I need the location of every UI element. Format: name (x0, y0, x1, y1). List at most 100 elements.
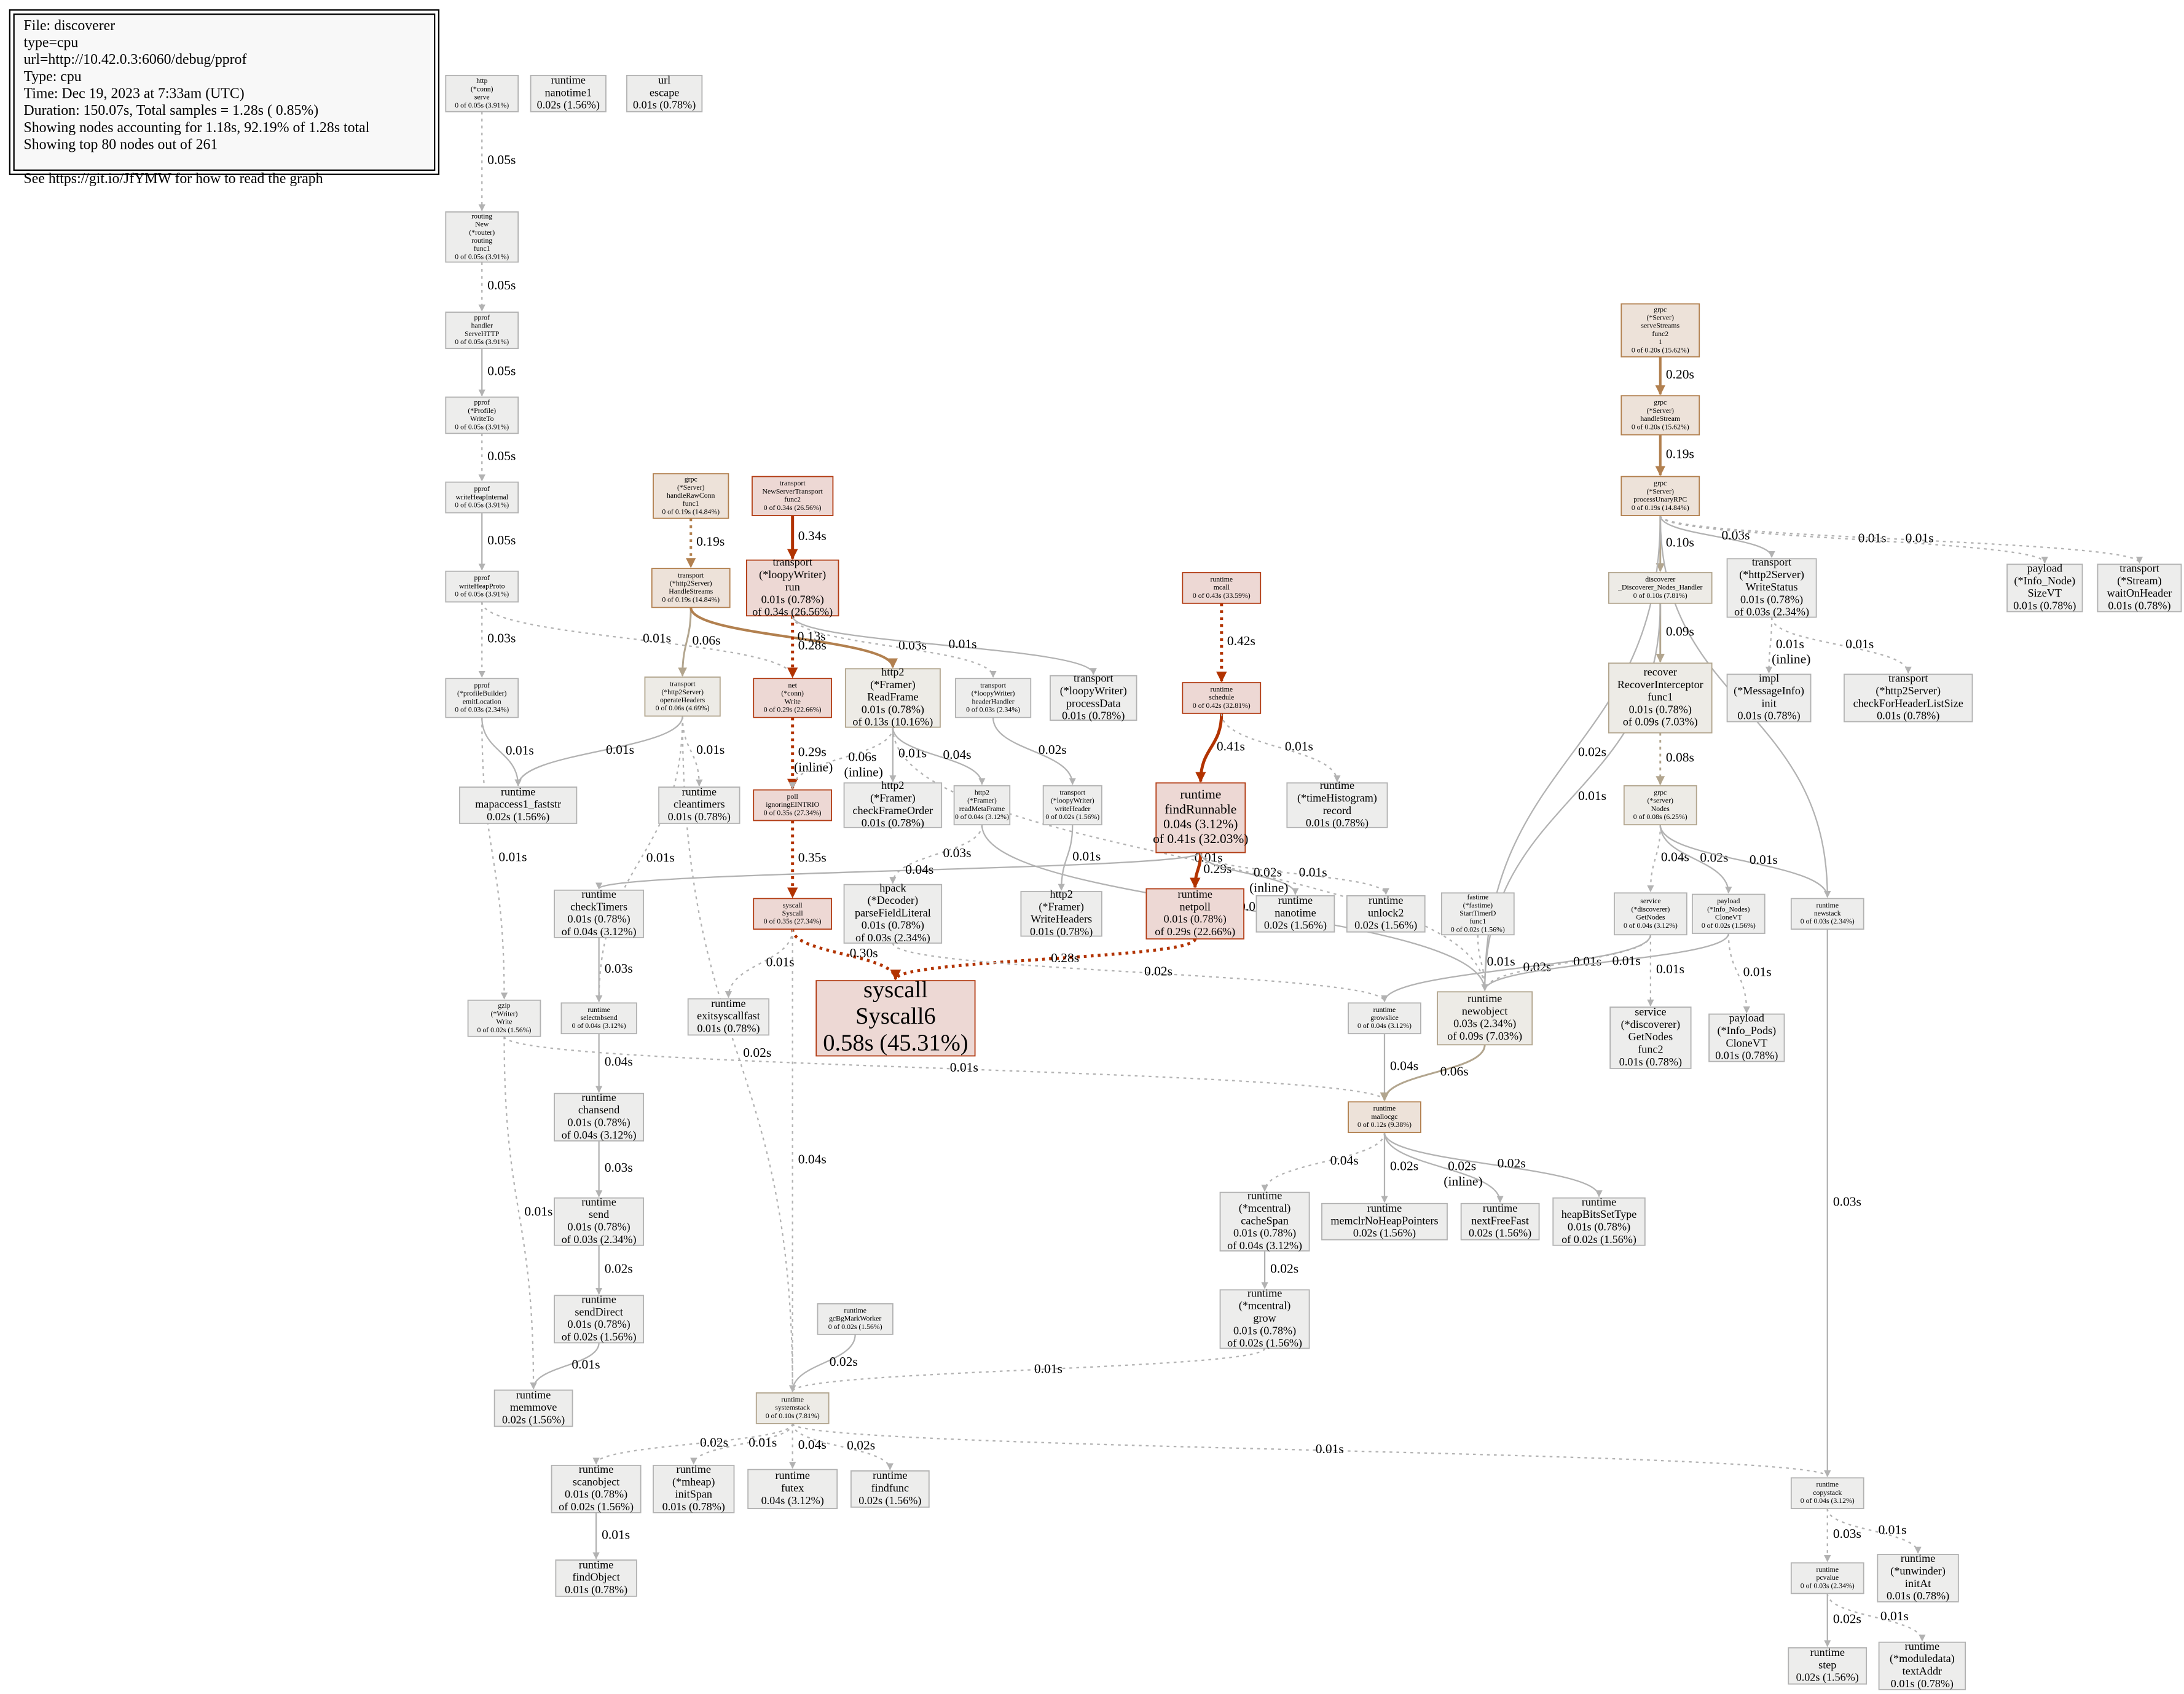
edge: 0.04s (789, 1423, 827, 1469)
node-label: of 0.03s (2.34%) (562, 1233, 637, 1246)
node-label: transport (2119, 562, 2159, 574)
legend-line: Showing top 80 nodes out of 261 (24, 137, 218, 153)
node-label: 0.02s (1.56%) (1469, 1227, 1531, 1240)
node-label: 0 of 0.02s (1.56%) (477, 1026, 532, 1034)
edge-label: 0.04s (798, 1437, 827, 1452)
node-label: scanobject (573, 1475, 620, 1488)
node-label: 0.04s (3.12%) (761, 1494, 824, 1507)
node-label: 0.01s (0.78%) (2108, 600, 2170, 613)
edge: 0.05s (478, 348, 516, 397)
node-label: mallocgc (1371, 1113, 1397, 1121)
edge-label: 0.02s (1498, 1156, 1526, 1171)
edge: 0.03s (889, 825, 983, 884)
edge-label: 0.01s (506, 743, 534, 758)
legend-line: Duration: 150.07s, Total samples = 1.28s… (24, 103, 319, 119)
node-label: WriteTo (470, 415, 494, 423)
node-label: exitsyscallfast (697, 1010, 760, 1022)
node-label: runtime (501, 785, 535, 798)
edge-line (1381, 935, 1652, 1003)
node-box (1877, 1554, 1959, 1602)
edge-label: 0.01s (1285, 739, 1313, 753)
node-label: ignoringEINTRIO (766, 801, 819, 809)
edge-label: 0.02s (1578, 744, 1606, 759)
node-label: runtime (587, 1006, 610, 1014)
node-label: (*Info_Nodes) (1707, 905, 1750, 913)
node-label: runtime (1367, 1202, 1402, 1214)
edge-line (1765, 617, 1773, 674)
node-label: runtime (844, 1306, 866, 1314)
edge-label: 0.03s (1833, 1194, 1861, 1209)
node-label: cacheSpan (1241, 1214, 1289, 1226)
edge: 0.05s (478, 433, 516, 482)
node-label: 0 of 0.19s (14.84%) (662, 508, 720, 516)
edge: 0.01s(inline) (1765, 617, 1810, 674)
node-label: 0.01s (0.78%) (668, 810, 731, 823)
node-label: ServeHTTP (465, 330, 500, 338)
edge: 0.02s (1381, 1132, 1418, 1203)
node-label: 0.02s (1.56%) (537, 99, 600, 112)
node-label: runtime (1373, 1105, 1396, 1113)
edge-line (791, 928, 901, 981)
edge-label: 0.04s (1390, 1059, 1418, 1073)
edge: 0.02s (1261, 1250, 1298, 1290)
node-box (554, 1295, 645, 1344)
node-label: 0.02s (1.56%) (1796, 1671, 1859, 1684)
edge-note: (inline) (1772, 652, 1810, 667)
edge-note: (inline) (1249, 880, 1288, 895)
node-box (1788, 1647, 1868, 1685)
edge-label: 0.04s (1330, 1153, 1359, 1168)
node-label: runtime (1278, 894, 1313, 906)
edge-line (481, 602, 796, 678)
node-label: runtime (1467, 992, 1502, 1005)
node-label: hpack (879, 882, 906, 894)
node-label: runtime (1373, 1006, 1396, 1014)
edge-label: 0.01s (1573, 954, 1601, 969)
node-box (1346, 895, 1426, 933)
node-label: 0 of 0.42s (32.81%) (1193, 702, 1251, 710)
node-label: transport (780, 479, 806, 487)
node-box (1620, 395, 1700, 436)
node-label: 0.01s (0.78%) (568, 1221, 630, 1234)
node-label: grpc (1654, 305, 1667, 313)
edge: 0.01s (595, 716, 683, 1003)
node-label: url (658, 74, 670, 86)
node-label: Write (496, 1018, 512, 1026)
node-label: 0 of 0.19s (14.84%) (662, 595, 720, 603)
edge: 0.03s (478, 602, 516, 678)
node-label: runtime (579, 1558, 613, 1570)
edge: 0.01s (789, 1347, 1266, 1392)
edge-label: 0.30s (850, 946, 878, 960)
edge: 0.01s (725, 929, 795, 998)
edge-label: 0.01s (646, 850, 675, 865)
edge: 0.02s (1659, 825, 1732, 894)
edge-label: 0.01s (602, 1527, 630, 1542)
edge-label: 0.05s (487, 278, 516, 292)
node: transport(*http2Server)checkForHeaderLis… (1844, 672, 1973, 723)
node-label: 0 of 0.06s (4.69%) (656, 704, 710, 712)
node-label: 0 of 0.02s (1.56%) (1045, 813, 1099, 821)
edge: 0.01s (1220, 713, 1341, 783)
node-box (1844, 673, 1973, 723)
edge-label: 0.02s (1833, 1611, 1861, 1626)
node-box (850, 1470, 930, 1508)
node-label: 0.01s (0.78%) (761, 593, 824, 606)
node-label: handleRawConn (667, 492, 715, 500)
edge-line (1659, 515, 2048, 564)
node-label: runtime (1816, 1566, 1839, 1574)
edge: 0.02s (682, 716, 796, 1392)
legend-line: Type: cpu (24, 69, 82, 85)
edge-label: 0.01s (643, 631, 671, 646)
node-label: discoverer (1645, 575, 1675, 583)
edge: 0.01s (1727, 933, 1772, 1014)
node-label: (*Stream) (2117, 574, 2161, 587)
node-box (1155, 782, 1246, 853)
